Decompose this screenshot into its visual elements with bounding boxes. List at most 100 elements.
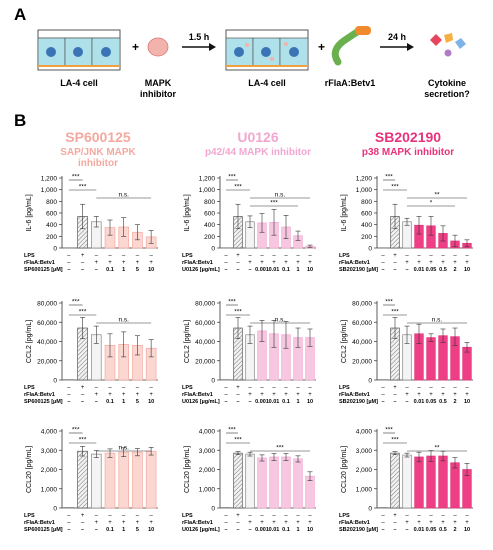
y-tick-label: 60,000 bbox=[195, 320, 215, 327]
row-label-inhibitor: SB202190 [µM] bbox=[339, 399, 378, 405]
protein-cell: + bbox=[136, 392, 140, 398]
conc-cell: 0.001 bbox=[255, 267, 269, 273]
row-label-protein: rFlaA:Betv1 bbox=[24, 520, 55, 526]
protein-cell: + bbox=[441, 520, 445, 526]
protein-cell: + bbox=[405, 260, 409, 266]
row-label-lps: LPS bbox=[182, 513, 193, 519]
protein-cell: + bbox=[122, 392, 126, 398]
chart-1-2: 0 200 400 600 800 1,000 1,200 IL-6 [pg/mL] *** **… bbox=[182, 174, 316, 273]
lps-cell: – bbox=[122, 253, 126, 259]
chart-2-2: 0 20,000 40,000 60,000 80,000 CCL2 [pg/mL] ***… bbox=[182, 299, 316, 405]
y-tick-label: 800 bbox=[204, 199, 215, 206]
conc-cell: 1 bbox=[296, 399, 299, 405]
inhibitor-name-2: U0126 bbox=[237, 129, 278, 145]
lps-cell: – bbox=[136, 513, 140, 519]
protein-cell: – bbox=[67, 260, 71, 266]
row-label-protein: rFlaA:Betv1 bbox=[24, 392, 55, 398]
chart-3-1: 0 1,000 2,000 3,000 4,000 CCL20 [pg/mL] *** ***… bbox=[24, 427, 158, 533]
protein-cell: – bbox=[381, 260, 385, 266]
sig-label: *** bbox=[270, 200, 278, 207]
lps-cell: – bbox=[308, 253, 312, 259]
bar bbox=[281, 456, 291, 509]
protein-cell: + bbox=[122, 520, 126, 526]
conc-cell: 2 bbox=[453, 399, 456, 405]
sig-label: *** bbox=[391, 184, 399, 191]
y-tick-label: 600 bbox=[204, 211, 215, 218]
inhibitor-subtitle-1a: SAP/JNK MAPK bbox=[60, 147, 136, 158]
lps-cell: + bbox=[236, 513, 240, 519]
plus-sign-2: + bbox=[318, 40, 325, 54]
lps-cell: – bbox=[248, 513, 252, 519]
y-axis-label: IL-6 [pg/mL] bbox=[26, 194, 33, 231]
protein-cell: + bbox=[284, 260, 288, 266]
conc-cell: 0.01 bbox=[269, 527, 280, 533]
bar bbox=[132, 451, 143, 509]
protein-cell: – bbox=[81, 392, 85, 398]
inhibitor-label-2: inhibitor bbox=[140, 89, 176, 99]
protein-cell: + bbox=[465, 260, 469, 266]
lps-cell: – bbox=[95, 385, 99, 391]
lps-cell: – bbox=[441, 513, 445, 519]
conc-cell: – bbox=[224, 267, 227, 273]
lps-cell: – bbox=[272, 513, 276, 519]
protein-label: rFlaA:Betv1 bbox=[325, 78, 376, 88]
conc-cell: 10 bbox=[307, 399, 313, 405]
y-tick-label: 80,000 bbox=[352, 301, 372, 308]
lps-cell: – bbox=[149, 513, 153, 519]
lps-cell: – bbox=[453, 513, 457, 519]
cell-label: LA-4 cell bbox=[60, 78, 98, 88]
y-tick-label: 40,000 bbox=[195, 339, 215, 346]
lps-cell: – bbox=[122, 385, 126, 391]
inhibitor-icon bbox=[147, 37, 169, 57]
bar bbox=[145, 450, 157, 509]
protein-cell: – bbox=[393, 392, 397, 398]
lps-cell: – bbox=[296, 253, 300, 259]
lps-cell: – bbox=[453, 253, 457, 259]
lps-cell: – bbox=[417, 513, 421, 519]
bar bbox=[390, 452, 400, 509]
bar bbox=[402, 221, 412, 249]
protein-cell: + bbox=[453, 260, 457, 266]
y-tick-label: 200 bbox=[204, 234, 215, 241]
protein-cell: + bbox=[272, 260, 276, 266]
conc-cell: 10 bbox=[307, 527, 313, 533]
protein-cell: + bbox=[149, 520, 153, 526]
y-tick-label: 60,000 bbox=[352, 320, 372, 327]
time-label-1: 1.5 h bbox=[189, 32, 210, 42]
y-tick-label: 20,000 bbox=[195, 358, 215, 365]
conc-cell: 10 bbox=[148, 527, 154, 533]
y-tick-label: 0 bbox=[368, 378, 372, 385]
y-axis-label: CCL20 [pg/mL] bbox=[26, 446, 33, 493]
y-tick-label: 400 bbox=[46, 222, 57, 229]
row-label-lps: LPS bbox=[24, 513, 35, 519]
inhibitor-subtitle-3: p38 MAPK inhibitor bbox=[362, 147, 454, 158]
protein-cell: + bbox=[248, 260, 252, 266]
lps-cell: – bbox=[308, 513, 312, 519]
conc-cell: 0.1 bbox=[282, 527, 290, 533]
conc-cell: – bbox=[248, 267, 251, 273]
lps-cell: – bbox=[465, 513, 469, 519]
lps-cell: – bbox=[441, 253, 445, 259]
row-label-inhibitor: SB202190 [µM] bbox=[339, 527, 378, 533]
lps-cell: + bbox=[81, 253, 85, 259]
row-label-protein: rFlaA:Betv1 bbox=[182, 392, 213, 398]
bar bbox=[438, 455, 448, 509]
lps-cell: – bbox=[417, 253, 421, 259]
lps-cell: – bbox=[67, 253, 71, 259]
protein-cell: + bbox=[417, 260, 421, 266]
y-tick-label: 0 bbox=[211, 506, 215, 513]
row-label-lps: LPS bbox=[182, 253, 193, 259]
protein-cell: + bbox=[441, 392, 445, 398]
lps-cell: + bbox=[393, 513, 397, 519]
conc-cell: 0.1 bbox=[106, 267, 114, 273]
sig-label: n.s. bbox=[275, 192, 286, 199]
protein-cell: + bbox=[453, 520, 457, 526]
y-tick-label: 200 bbox=[361, 234, 372, 241]
y-tick-label: 1,200 bbox=[199, 176, 216, 183]
conc-cell: 0.5 bbox=[439, 399, 447, 405]
protein-cell: + bbox=[441, 260, 445, 266]
arrow-icon bbox=[182, 43, 216, 51]
inhibitor-subtitle-1b: inhibitor bbox=[78, 158, 118, 169]
protein-cell: + bbox=[122, 260, 126, 266]
